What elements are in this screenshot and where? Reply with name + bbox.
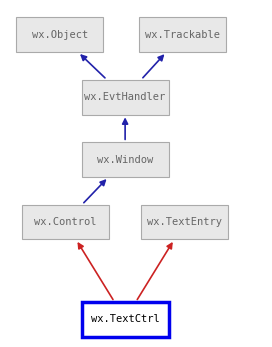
FancyBboxPatch shape	[22, 205, 109, 239]
Text: wx.EvtHandler: wx.EvtHandler	[85, 92, 166, 102]
Text: wx.Object: wx.Object	[32, 30, 88, 40]
FancyBboxPatch shape	[16, 17, 103, 52]
FancyBboxPatch shape	[139, 17, 226, 52]
Text: wx.Window: wx.Window	[97, 155, 153, 164]
Text: wx.TextEntry: wx.TextEntry	[147, 217, 222, 227]
Text: wx.Control: wx.Control	[34, 217, 97, 227]
FancyBboxPatch shape	[141, 205, 228, 239]
Text: wx.TextCtrl: wx.TextCtrl	[91, 314, 159, 324]
FancyBboxPatch shape	[82, 302, 169, 337]
FancyBboxPatch shape	[82, 80, 169, 115]
FancyBboxPatch shape	[82, 142, 169, 177]
Text: wx.Trackable: wx.Trackable	[145, 30, 220, 40]
